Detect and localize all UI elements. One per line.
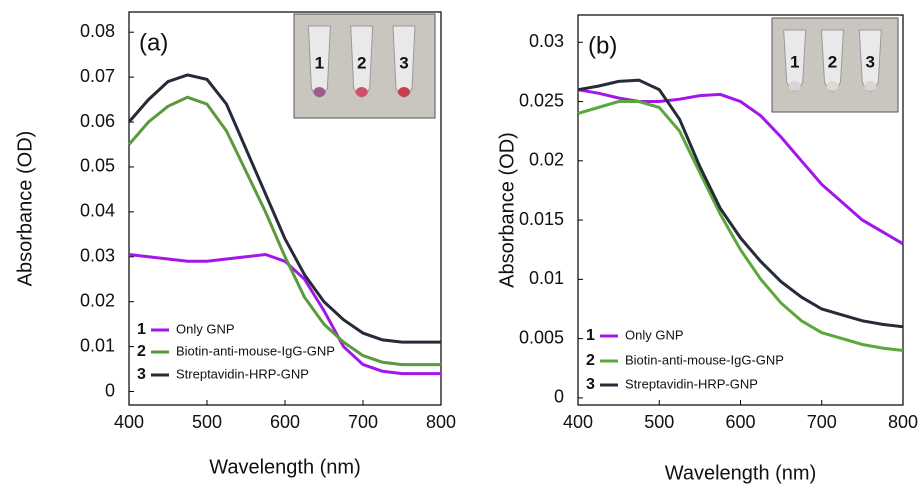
y-tick-label: 0.05 (80, 156, 115, 176)
legend-number: 1 (586, 327, 595, 344)
x-tick-label: 400 (114, 412, 144, 432)
inset-label: 2 (357, 53, 366, 72)
y-tick-label: 0 (554, 387, 564, 407)
legend-number: 1 (137, 321, 146, 338)
y-tick-label: 0.01 (529, 268, 564, 288)
y-tick-label: 0.01 (80, 335, 115, 355)
tube-liquid (788, 81, 801, 91)
legend-label: Only GNP (176, 321, 235, 336)
legend-label: Biotin-anti-mouse-IgG-GNP (176, 343, 335, 358)
y-tick-label: 0.08 (80, 21, 115, 41)
legend-label: Streptavidin-HRP-GNP (176, 366, 309, 381)
x-tick-label: 700 (807, 412, 837, 432)
x-tick-label: 800 (888, 412, 918, 432)
data-line (127, 95, 441, 367)
legend-label: Only GNP (625, 327, 684, 342)
legend-label: Biotin-anti-mouse-IgG-GNP (625, 352, 784, 367)
y-axis-label: Absorbance (OD) (496, 132, 518, 288)
inset-label: 2 (828, 53, 837, 72)
inset-label: 3 (399, 53, 408, 72)
x-tick-label: 500 (644, 412, 674, 432)
data-line (577, 78, 904, 329)
panel-label: (b) (588, 32, 617, 59)
y-tick-label: 0.015 (519, 209, 564, 229)
y-tick-label: 0.06 (80, 111, 115, 131)
panel: 0 0.01 0.02 0.03 0.04 0.05 0.06 0.07 0.08 400 500 6… (14, 11, 456, 478)
tube-liquid (397, 87, 410, 97)
y-tick-label: 0.025 (519, 90, 564, 110)
panel-label: (a) (139, 29, 168, 56)
x-tick-label: 500 (192, 412, 222, 432)
x-tick-label: 600 (725, 412, 755, 432)
y-axis-label: Absorbance (OD) (14, 131, 36, 287)
data-line (577, 100, 904, 352)
y-tick-label: 0.04 (80, 201, 115, 221)
data-line (127, 73, 441, 344)
inset-label: 1 (315, 53, 324, 72)
tube-liquid (313, 87, 326, 97)
panel: 0 0.005 0.01 0.015 0.02 0.025 0.03 400 500 600 700… (496, 14, 918, 484)
legend-label: Streptavidin-HRP-GNP (625, 376, 758, 391)
legend-number: 2 (586, 352, 595, 369)
tube-liquid (355, 87, 368, 97)
plot-frame (577, 14, 904, 406)
x-tick-label: 400 (563, 412, 593, 432)
plot-frame (128, 11, 442, 406)
data-line (128, 252, 441, 376)
x-axis-label: Wavelength (nm) (209, 456, 361, 478)
inset-label: 3 (866, 53, 875, 72)
y-tick-label: 0.02 (529, 150, 564, 170)
tube-liquid (864, 81, 877, 91)
x-tick-label: 600 (270, 412, 300, 432)
y-tick-label: 0.03 (529, 31, 564, 51)
x-axis-label: Wavelength (nm) (665, 462, 817, 484)
legend-number: 2 (137, 343, 146, 360)
y-tick-label: 0.03 (80, 246, 115, 266)
x-tick-label: 700 (348, 412, 378, 432)
y-tick-label: 0.005 (519, 327, 564, 347)
x-tick-label: 800 (426, 412, 456, 432)
legend-number: 3 (137, 366, 146, 383)
legend-number: 3 (586, 376, 595, 393)
tube-liquid (826, 81, 839, 91)
y-tick-label: 0.07 (80, 66, 115, 86)
data-line (577, 88, 904, 246)
inset-label: 1 (790, 53, 799, 72)
y-tick-label: 0.02 (80, 290, 115, 310)
y-tick-label: 0 (105, 380, 115, 400)
